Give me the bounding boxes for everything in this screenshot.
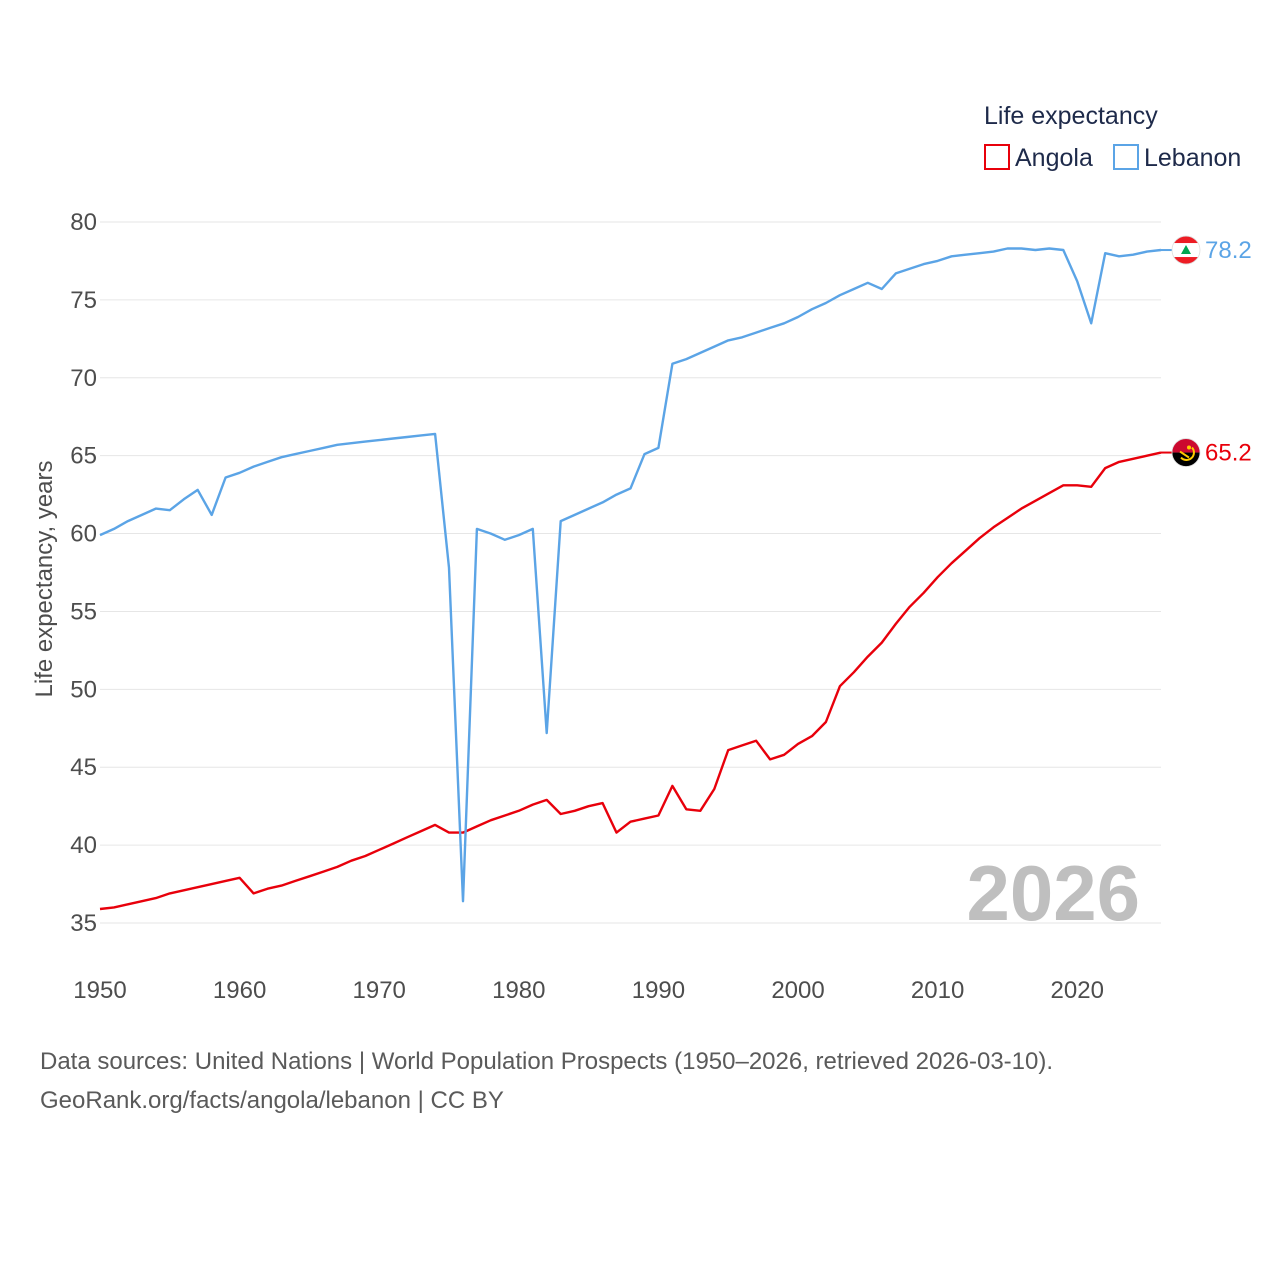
x-tick-1960: 1960 <box>213 977 266 1004</box>
y-tick-55: 55 <box>70 598 97 625</box>
url-line: GeoRank.org/facts/angola/lebanon | CC BY <box>40 1087 504 1114</box>
year-watermark: 2026 <box>966 849 1140 937</box>
legend-title: Life expectancy <box>984 102 1158 130</box>
x-tick-2000: 2000 <box>771 977 824 1004</box>
x-tick-1990: 1990 <box>632 977 685 1004</box>
y-tick-40: 40 <box>70 832 97 859</box>
x-axis-ticks: 1950 1960 1970 1980 1990 2000 2010 2020 <box>73 977 1104 1004</box>
legend: Life expectancy Angola Lebanon <box>984 102 1241 172</box>
angola-flag-icon <box>1171 438 1201 467</box>
grid-layer <box>100 221 1161 924</box>
y-axis-title: Life expectancy, years <box>31 460 58 697</box>
series-line-lebanon[interactable] <box>99 247 1162 903</box>
y-tick-35: 35 <box>70 910 97 937</box>
y-tick-65: 65 <box>70 443 97 470</box>
legend-swatch-angola <box>984 144 1010 170</box>
legend-label-lebanon: Lebanon <box>1144 144 1241 172</box>
x-tick-1980: 1980 <box>492 977 545 1004</box>
series-layer <box>99 247 1162 911</box>
source-line: Data sources: United Nations | World Pop… <box>40 1048 1053 1075</box>
y-tick-75: 75 <box>70 287 97 314</box>
end-label-lebanon: 78.2 <box>1205 237 1252 264</box>
y-tick-50: 50 <box>70 676 97 703</box>
lebanon-flag-icon <box>1171 235 1201 265</box>
y-axis-ticks: 35 40 45 50 55 60 65 70 75 80 <box>70 209 97 937</box>
series-line-angola[interactable] <box>99 451 1162 911</box>
legend-swatch-lebanon <box>1113 144 1139 170</box>
y-tick-60: 60 <box>70 521 97 548</box>
legend-item-angola[interactable]: Angola <box>984 144 1093 172</box>
end-labels: 65.2 78.2 <box>1161 235 1252 467</box>
legend-item-lebanon[interactable]: Lebanon <box>1113 144 1241 172</box>
y-tick-70: 70 <box>70 365 97 392</box>
y-tick-80: 80 <box>70 209 97 236</box>
end-label-angola: 65.2 <box>1205 440 1252 467</box>
y-tick-45: 45 <box>70 754 97 781</box>
x-tick-1970: 1970 <box>353 977 406 1004</box>
x-tick-1950: 1950 <box>73 977 126 1004</box>
x-tick-2010: 2010 <box>911 977 964 1004</box>
legend-label-angola: Angola <box>1015 144 1093 172</box>
x-tick-2020: 2020 <box>1051 977 1104 1004</box>
